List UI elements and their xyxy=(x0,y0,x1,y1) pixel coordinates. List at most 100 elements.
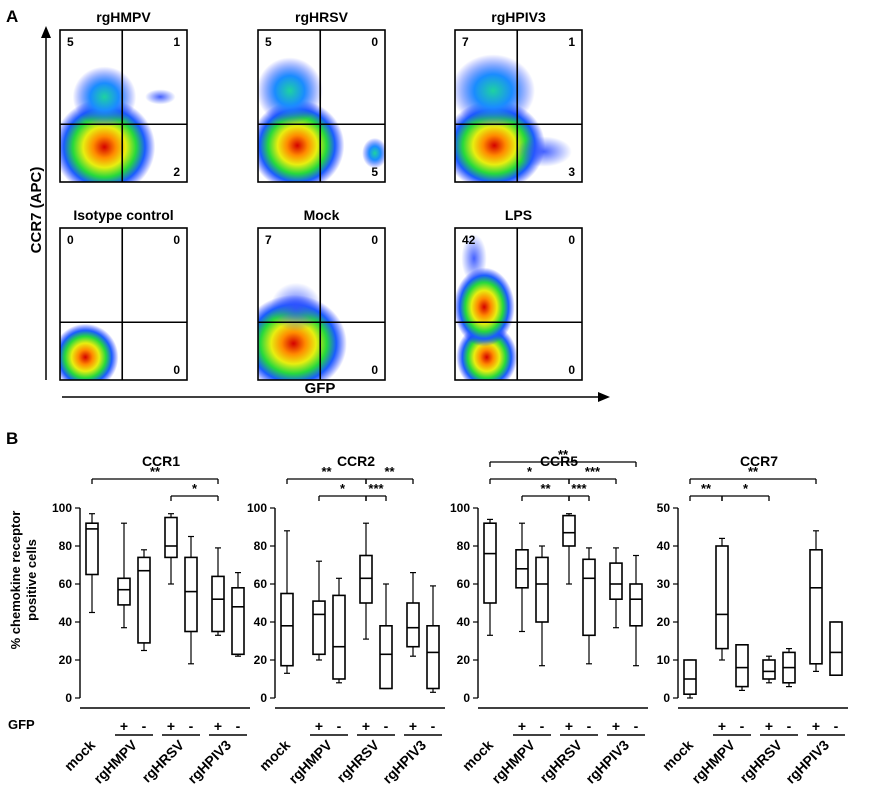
iqr-box xyxy=(184,556,198,633)
flow-plot-title: rgHRSV xyxy=(295,9,349,25)
gfp-sign: - xyxy=(236,718,241,734)
y-tick-label: 40 xyxy=(457,615,471,629)
quadrant-value-ur: 0 xyxy=(371,233,378,247)
gfp-axis-arrowhead xyxy=(598,392,610,402)
gfp-sign: - xyxy=(587,718,592,734)
box xyxy=(280,530,294,674)
box: - xyxy=(582,547,596,734)
box: + xyxy=(762,655,776,734)
group-label: mock xyxy=(459,737,496,774)
density-blob xyxy=(60,323,119,380)
y-tick-label: 0 xyxy=(463,691,470,705)
iqr-box xyxy=(117,577,131,606)
box: + xyxy=(312,560,326,734)
y-tick-label: 50 xyxy=(657,501,671,515)
gfp-sign: - xyxy=(540,718,545,734)
box: - xyxy=(231,571,245,734)
significance-label: * xyxy=(527,464,533,479)
quadrant-value-ul: 5 xyxy=(67,35,74,49)
density-blob xyxy=(455,267,515,347)
significance-bracket: * xyxy=(721,481,770,501)
box: + xyxy=(562,513,576,734)
flow-plot-frame xyxy=(257,29,386,183)
gfp-sign: + xyxy=(518,718,526,734)
significance-label: ** xyxy=(384,464,395,479)
iqr-box xyxy=(211,575,225,633)
significance-label: ** xyxy=(701,481,712,496)
y-tick-label: 40 xyxy=(254,615,268,629)
y-axis-title-line1: % chemokine receptor xyxy=(8,511,23,650)
gfp-sign: + xyxy=(214,718,222,734)
gfp-row-label: GFP xyxy=(8,717,35,732)
group-label: mock xyxy=(659,737,696,774)
significance-label: ** xyxy=(321,464,332,479)
flow-plot-title: rgHMPV xyxy=(96,9,151,25)
flow-density xyxy=(455,54,572,182)
quadrant-value-lr: 5 xyxy=(371,165,378,179)
iqr-box xyxy=(280,592,294,667)
iqr-box xyxy=(359,554,373,604)
iqr-box xyxy=(312,600,326,656)
box xyxy=(683,659,697,699)
y-tick-label: 100 xyxy=(247,501,267,515)
significance-label: *** xyxy=(571,481,587,496)
iqr-box xyxy=(137,556,151,644)
y-tick-label: 30 xyxy=(657,577,671,591)
y-tick-label: 20 xyxy=(457,653,471,667)
significance-bracket: ** xyxy=(689,481,723,501)
y-tick-label: 100 xyxy=(450,501,470,515)
box: - xyxy=(829,621,843,734)
y-tick-label: 0 xyxy=(260,691,267,705)
flow-plot: rgHMPV 5 1 2 xyxy=(59,9,188,183)
gfp-sign: - xyxy=(431,718,436,734)
ccr7-axis-label: CCR7 (APC) xyxy=(28,167,45,254)
box: - xyxy=(426,585,440,734)
quadrant-value-ul: 0 xyxy=(67,233,74,247)
density-blob xyxy=(270,282,322,332)
box: - xyxy=(379,583,393,734)
flow-plot-title: LPS xyxy=(505,207,532,223)
box: + xyxy=(609,547,623,734)
box: + xyxy=(359,522,373,734)
y-tick-label: 20 xyxy=(59,653,73,667)
gfp-sign: + xyxy=(167,718,175,734)
significance-bracket: ** xyxy=(489,447,637,467)
box: + xyxy=(406,571,420,734)
y-tick-label: 80 xyxy=(254,539,268,553)
group-label: rgHRSV xyxy=(138,736,187,785)
gfp-sign: + xyxy=(315,718,323,734)
quadrant-value-lr: 0 xyxy=(371,363,378,377)
box: - xyxy=(137,549,151,734)
significance-bracket: * xyxy=(318,481,367,501)
iqr-box xyxy=(582,558,596,637)
group-label: rgHPIV3 xyxy=(379,737,429,787)
flow-plot-frame xyxy=(454,29,583,183)
flow-plot-title: Isotype control xyxy=(73,207,173,223)
group-label: rgHPIV3 xyxy=(184,737,234,787)
box xyxy=(483,518,497,636)
flow-density xyxy=(60,323,119,380)
panel-a-letter: A xyxy=(6,7,18,26)
box: + xyxy=(164,513,178,734)
quadrant-value-ul: 7 xyxy=(265,233,272,247)
box: + xyxy=(211,547,225,734)
y-tick-label: 40 xyxy=(657,539,671,553)
iqr-box xyxy=(426,624,440,690)
group-label: mock xyxy=(61,737,98,774)
iqr-box xyxy=(609,562,623,600)
group-label: rgHPIV3 xyxy=(582,737,632,787)
flow-plot-frame xyxy=(59,29,188,183)
gfp-sign: - xyxy=(634,718,639,734)
quadrant-value-lr: 0 xyxy=(568,363,575,377)
gfp-sign: + xyxy=(362,718,370,734)
quadrant-value-ur: 0 xyxy=(371,35,378,49)
y-tick-label: 100 xyxy=(52,501,72,515)
flow-cytometry-grid: rgHMPV 5 1 2 rgHRSV 5 0 5 rgHPIV3 7 1 3 Isotype cont… xyxy=(59,9,583,381)
density-blob xyxy=(362,137,385,169)
quadrant-value-ur: 1 xyxy=(568,35,575,49)
significance-label: *** xyxy=(585,464,601,479)
y-tick-label: 20 xyxy=(254,653,268,667)
